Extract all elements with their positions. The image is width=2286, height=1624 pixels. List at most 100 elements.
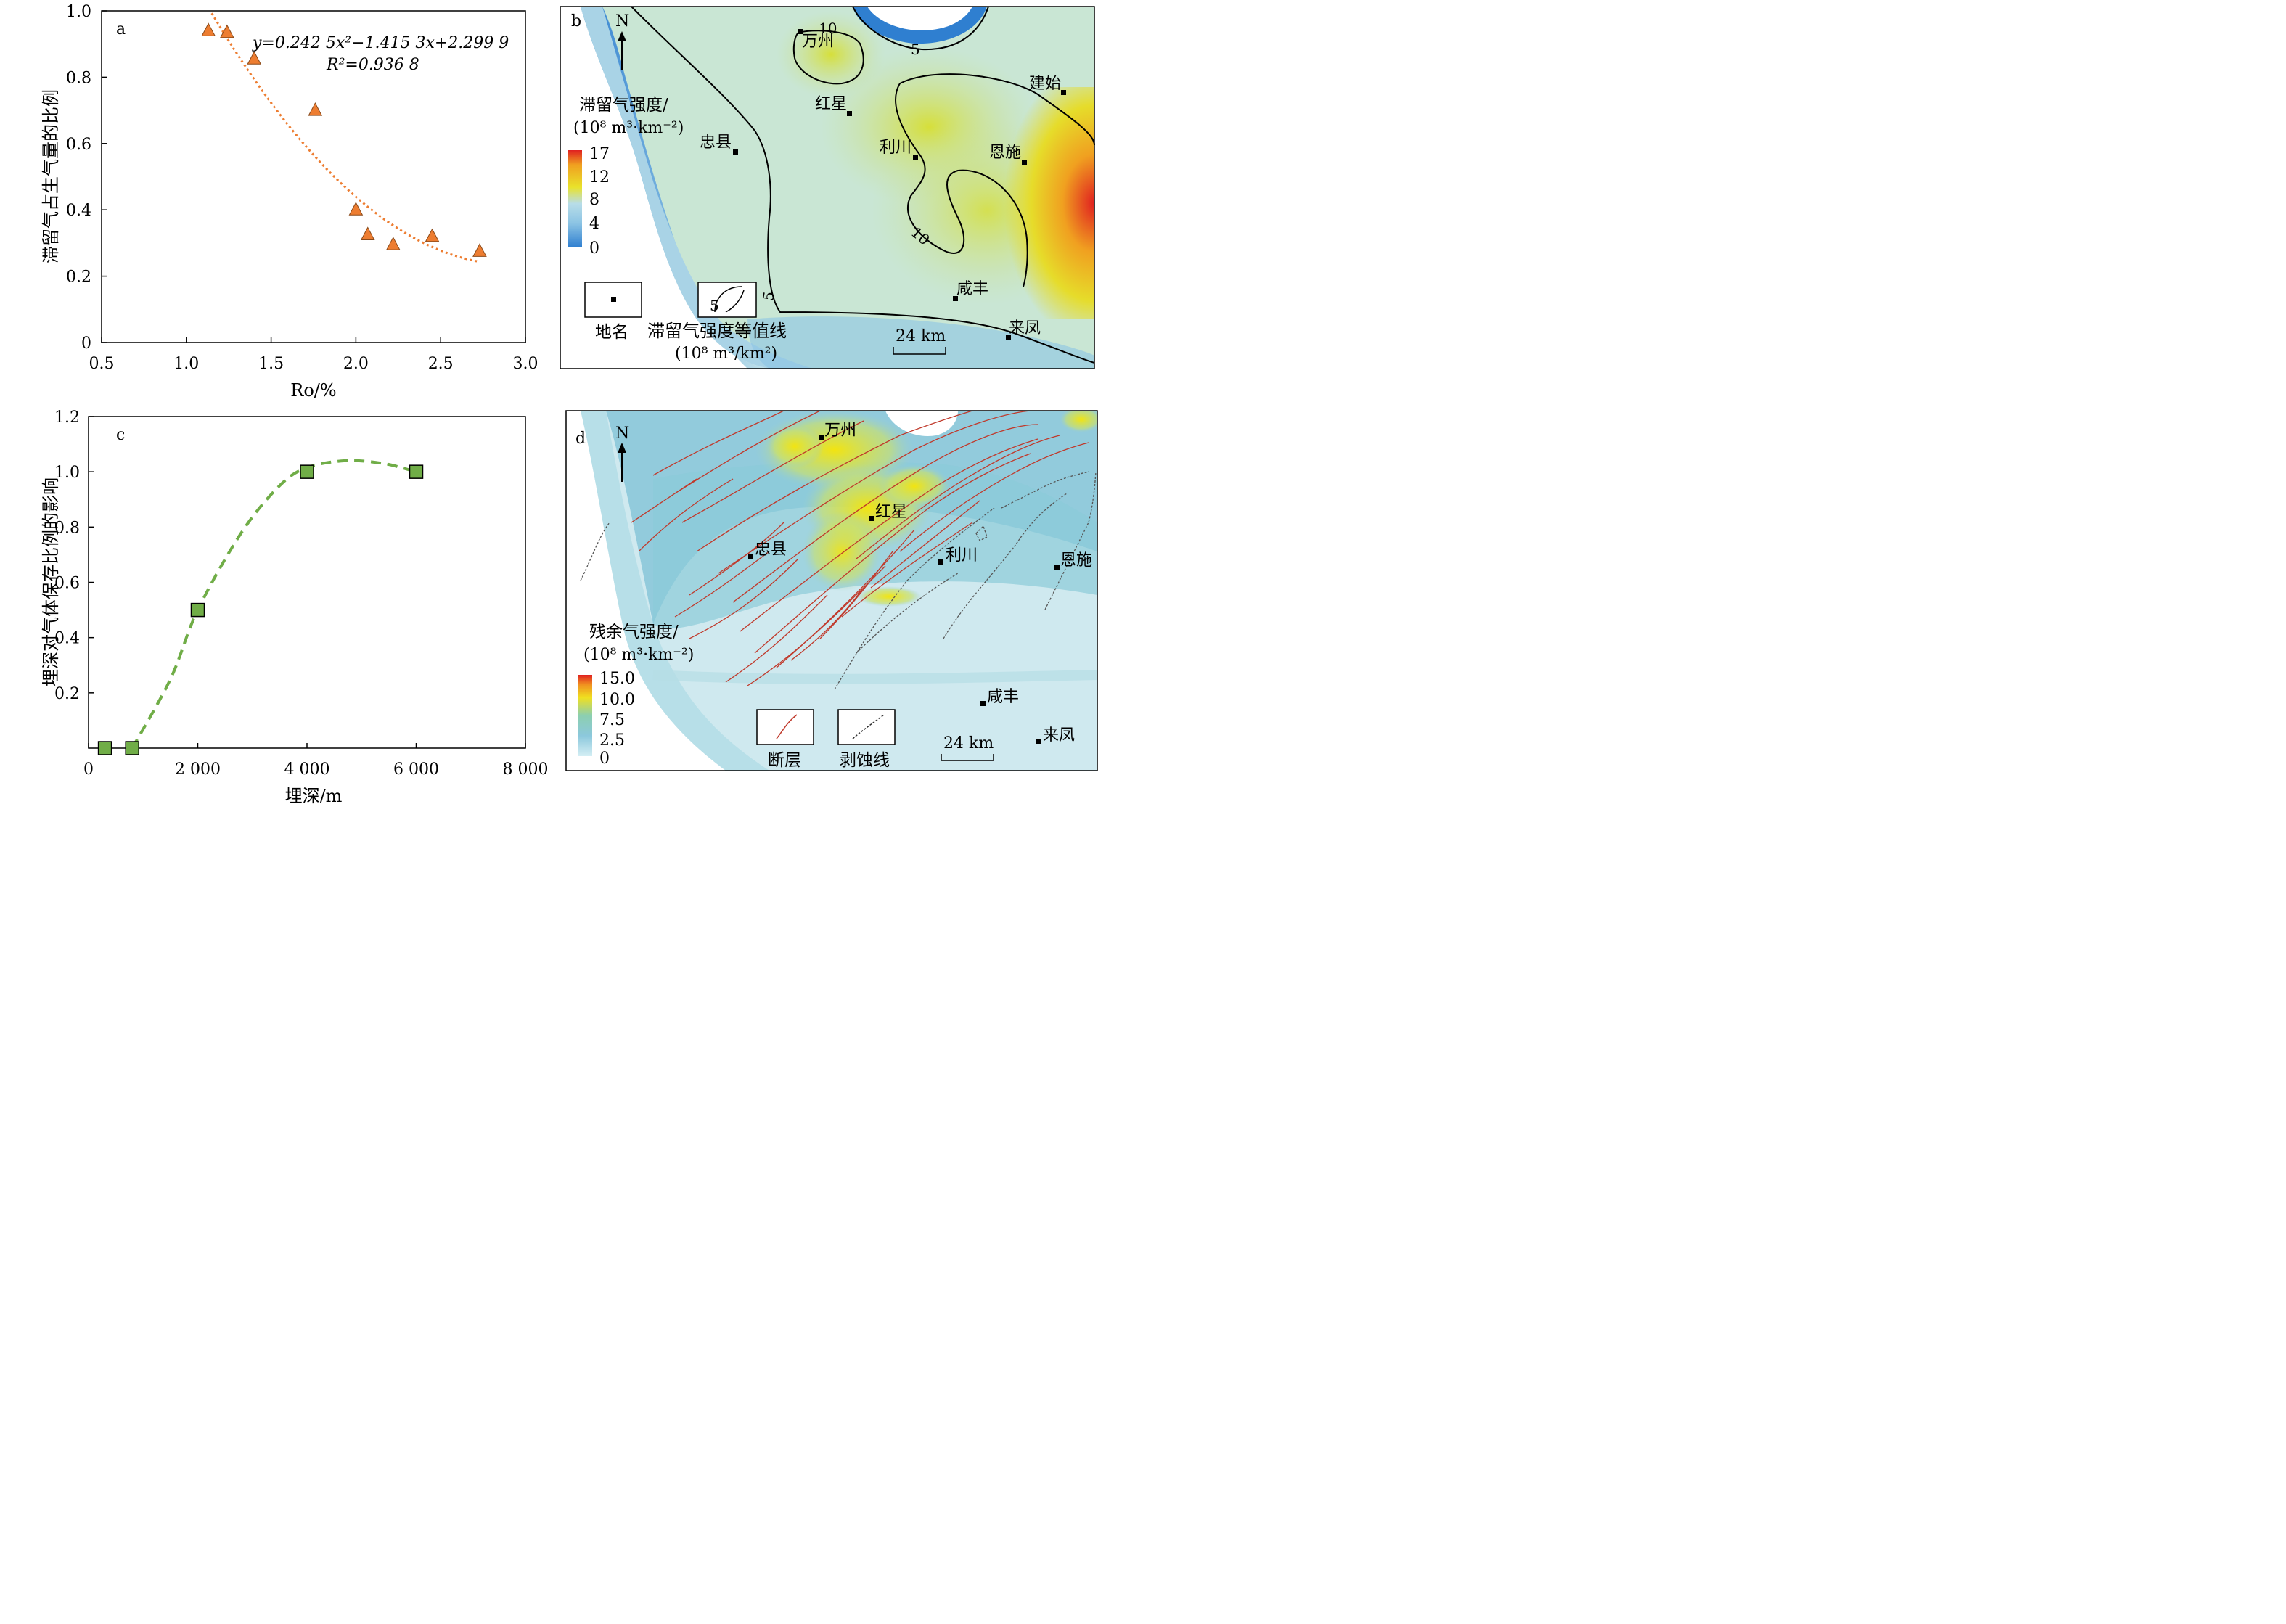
map-d: d N 万州 红星 忠县 利川 恩施 咸丰 来凤 残余气强度/ (10⁸ m³·…: [565, 410, 1098, 771]
chart-a-ytick-label: 0.2: [66, 268, 91, 287]
chart-a-point: [308, 102, 323, 116]
fault-line-icon: [776, 714, 798, 739]
place-zhongxian: 忠县: [700, 134, 732, 152]
place-wanzhou: 万州: [802, 33, 834, 51]
legend-d-title: 残余气强度/: [589, 623, 679, 641]
svg-text:17: 17: [589, 145, 610, 163]
chart-a-xtick-label: 1.5: [258, 355, 284, 373]
panel-b-label: b: [571, 12, 581, 30]
chart-a-xtick-label: 3.0: [513, 355, 538, 373]
svg-text:8: 8: [589, 191, 599, 209]
panel-d-label: d: [575, 430, 586, 448]
chart-c-xtick-label: 6 000: [393, 760, 439, 779]
chart-a-point: [348, 202, 364, 216]
svg-text:N: N: [615, 12, 629, 30]
svg-text:4: 4: [589, 215, 599, 233]
chart-c-xtick-label: 4 000: [284, 760, 330, 779]
chart-c-ytick-label: 1.0: [54, 464, 80, 482]
contour-label-2: 5: [911, 41, 920, 58]
chart-a-trendline: [210, 12, 480, 263]
scale-bar-b: 24 km: [893, 327, 946, 355]
place-marker-icon: [1061, 90, 1066, 95]
place-marker-icon: [1006, 335, 1011, 340]
place-enshi-d: 恩施: [1060, 551, 1092, 570]
panel-c-label: c: [116, 426, 125, 444]
chart-a-ytick-label: 0.4: [66, 202, 91, 220]
map-b-contours: [631, 6, 1095, 364]
map-d-places: 万州 红星 忠县 利川 恩施 咸丰 来凤: [748, 422, 1092, 745]
place-marker-icon: [938, 559, 943, 565]
chart-a-point: [360, 226, 375, 240]
place-jianshi: 建始: [1029, 75, 1061, 93]
place-marker-icon: [798, 29, 803, 34]
chart-c-xtick-label: 8 000: [503, 760, 549, 779]
chart-c-ytick-label: 0.2: [54, 685, 80, 703]
map-d-surface: [566, 411, 1097, 771]
place-xianfeng-d: 咸丰: [987, 688, 1019, 706]
chart-a-r2: R²=0.936 8: [326, 56, 419, 74]
svg-text:15.0: 15.0: [599, 670, 635, 688]
chart-c-xlabel: 埋深/m: [285, 786, 343, 806]
chart-c-point: [97, 741, 112, 755]
map-b-legend: 滞留气强度/ (10⁸ m³·km⁻²) 17 12 8 4 0 地名 5 滞留…: [568, 96, 787, 363]
chart-a-ytick-label: 0: [81, 335, 91, 353]
svg-text:2.5: 2.5: [599, 731, 625, 750]
chart-a-point: [201, 22, 216, 36]
chart-c-ytick-label: 0.8: [54, 519, 80, 537]
place-wanzhou-d: 万州: [824, 422, 856, 440]
place-marker-icon: [953, 296, 958, 301]
legend-b-place: 地名: [595, 323, 628, 342]
place-marker-icon: [748, 554, 753, 559]
legend-d-fault: 断层: [768, 751, 801, 770]
chart-c-ytick-label: 0.4: [54, 630, 80, 648]
chart-c-point: [300, 464, 314, 479]
svg-text:24 km: 24 km: [896, 327, 946, 345]
chart-a-ytick-label: 0.6: [66, 136, 91, 154]
place-xianfeng: 咸丰: [956, 280, 988, 298]
legend-d-colorbar: [578, 675, 592, 756]
chart-a-point: [220, 24, 234, 38]
chart-c: [0, 813, 1132, 1624]
chart-a-xtick-label: 2.0: [343, 355, 369, 373]
place-lichuan: 利川: [880, 139, 911, 157]
svg-text:5: 5: [710, 297, 719, 314]
legend-d-erosion: 剥蚀线: [840, 751, 890, 770]
chart-a-ytick-label: 0.8: [66, 69, 91, 87]
place-marker-icon: [980, 701, 986, 706]
chart-a-point: [472, 243, 487, 257]
map-d-erosion-lines: [580, 471, 1097, 690]
chart-c-xtick-label: 2 000: [175, 760, 221, 779]
chart-c-xtick-label: 0: [83, 760, 94, 779]
chart-a-point: [247, 51, 262, 65]
svg-text:10.0: 10.0: [599, 691, 635, 709]
contour-label-4: 5: [759, 290, 778, 303]
north-arrow-icon-d: N: [615, 425, 629, 482]
map-b-surface: [560, 7, 1094, 369]
chart-a: 0 0.2 0.4 0.6 0.8 1.0 0.5 1.0 1.5 2.0 2.5 3.0 a y=…: [41, 3, 538, 401]
place-zhongxian-d: 忠县: [755, 541, 787, 559]
chart-a-frame: [101, 10, 526, 343]
place-marker-icon: [1022, 160, 1027, 165]
chart-a-ytick-label: 1.0: [66, 3, 91, 21]
svg-text:0: 0: [589, 239, 599, 258]
svg-text:7.5: 7.5: [599, 711, 625, 729]
legend-b-unit: (10⁸ m³·km⁻²): [573, 119, 684, 137]
legend-b-contour: 滞留气强度等值线: [647, 321, 787, 341]
place-marker-icon: [1054, 565, 1060, 570]
place-marker-icon: [913, 155, 918, 160]
svg-text:12: 12: [589, 168, 610, 186]
map-d-faults: [631, 411, 1089, 686]
place-hongxing: 红星: [815, 95, 847, 113]
svg-text:24 km: 24 km: [943, 734, 994, 752]
chart-a-xtick-label: 1.0: [173, 355, 199, 373]
place-marker-icon: [869, 516, 874, 521]
svg-text:N: N: [615, 425, 629, 443]
chart-c-trendline: [131, 459, 417, 749]
place-marker-icon: [611, 297, 616, 302]
chart-a-point: [425, 228, 440, 242]
map-d-legend: 残余气强度/ (10⁸ m³·km⁻²) 15.0 10.0 7.5 2.5 0…: [578, 623, 896, 770]
place-lichuan-d: 利川: [946, 546, 978, 565]
chart-a-xtick-label: 2.5: [428, 355, 454, 373]
chart-c-ylabel: 埋深对气体保存比例的影响: [41, 477, 61, 686]
map-b-places: 万州 建始 红星 忠县 利川 恩施 咸丰 来凤: [700, 29, 1066, 340]
